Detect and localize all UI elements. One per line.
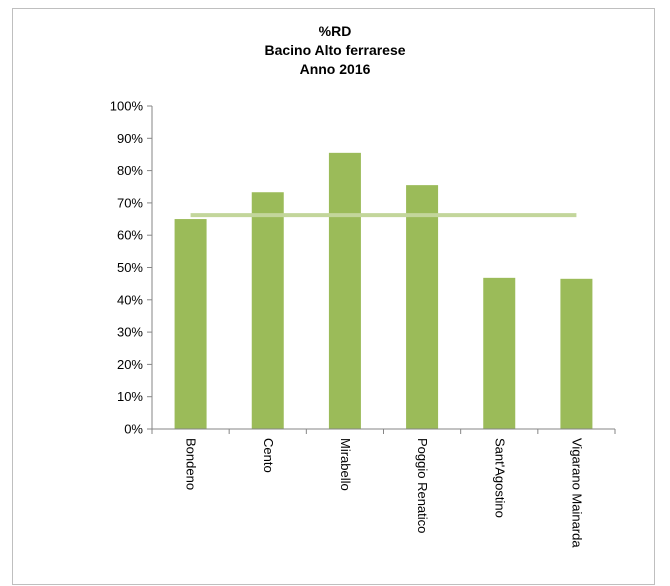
y-tick-label: 100%: [110, 99, 144, 114]
axes: [151, 106, 616, 434]
y-tick-label: 30%: [117, 325, 143, 340]
chart-title-line: %RD: [319, 23, 352, 39]
chart-title-line: Anno 2016: [300, 61, 371, 77]
x-category-label: Mirabello: [338, 438, 353, 491]
bar-5: [560, 278, 593, 429]
bar-4: [483, 277, 516, 429]
x-category-label: Poggio Renatico: [415, 438, 430, 533]
chart-frame: %RD Bacino Alto ferrarese Anno 2016 0% 10% 2…: [12, 8, 655, 585]
y-axis-ticks: 0% 10% 20% 30% 40% 50% 60% 70% 80% 90% 100%: [110, 99, 152, 437]
chart-title-line: Bacino Alto ferrarese: [264, 42, 405, 58]
chart-title: %RD Bacino Alto ferrarese Anno 2016: [264, 23, 405, 77]
y-tick-label: 60%: [117, 228, 143, 243]
y-tick-label: 0%: [124, 422, 143, 437]
x-category-label: Bondeno: [184, 438, 199, 490]
bar-0: [174, 219, 207, 429]
y-tick-label: 90%: [117, 131, 143, 146]
y-tick-label: 80%: [117, 163, 143, 178]
x-category-label: Cento: [261, 438, 276, 473]
bar-series: [174, 152, 593, 429]
x-axis-labels: Bondeno Cento Mirabello Poggio Renatico Sant…: [184, 438, 585, 548]
bar-1: [251, 192, 284, 429]
y-tick-label: 50%: [117, 260, 143, 275]
bar-3: [406, 185, 439, 429]
chart-svg: %RD Bacino Alto ferrarese Anno 2016 0% 10% 2…: [110, 23, 616, 548]
y-tick-label: 10%: [117, 389, 143, 404]
y-tick-label: 70%: [117, 195, 143, 210]
x-category-label: Vigarano Mainarda: [569, 438, 584, 548]
y-tick-label: 20%: [117, 357, 143, 372]
x-category-label: Sant'Agostino: [492, 438, 507, 518]
y-tick-label: 40%: [117, 292, 143, 307]
bar-2: [328, 152, 361, 429]
